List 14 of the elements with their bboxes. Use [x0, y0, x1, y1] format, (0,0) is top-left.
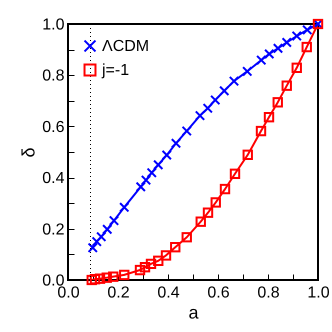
- y-tick-label: 0.2: [42, 221, 65, 238]
- legend-label: j=-1: [101, 62, 130, 79]
- legend-label: ΛCDM: [102, 38, 150, 55]
- x-tick-label: 0.2: [107, 284, 130, 302]
- x-axis-title: a: [188, 302, 200, 322]
- y-tick-label: 0.4: [42, 170, 65, 188]
- x-tick-label: 1.0: [307, 284, 330, 302]
- x-tick-label: 0.4: [157, 284, 180, 302]
- x-tick-label: 0.6: [207, 284, 230, 302]
- y-tick-label: 0.8: [42, 68, 65, 85]
- x-tick-label: 0.8: [257, 284, 280, 302]
- y-tick-label: 1.0: [42, 16, 65, 34]
- y-axis-title: δ: [18, 147, 38, 158]
- y-tick-label: 0.6: [42, 118, 65, 136]
